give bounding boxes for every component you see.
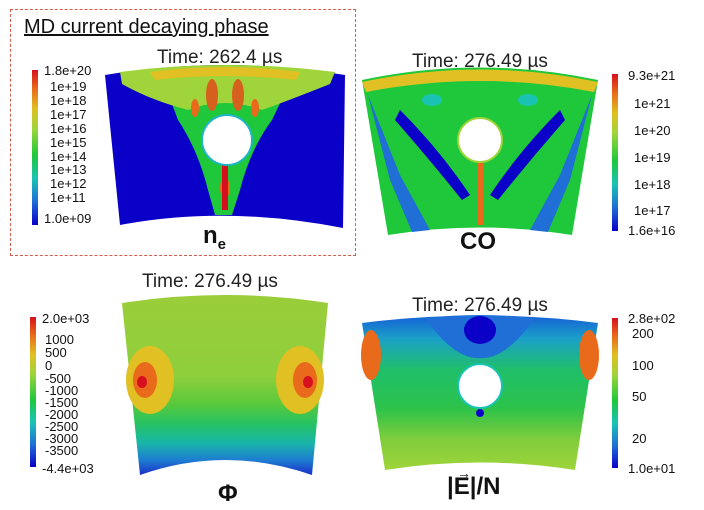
co-contour-plot (362, 67, 598, 235)
phi-tick-2: 1000 (45, 332, 74, 347)
e-time-label: Time: 276.49 µs (412, 295, 548, 316)
e-tick-2: 200 (632, 326, 654, 341)
highlight-frame (10, 9, 356, 256)
e-variable-label: → |E|/N (447, 465, 501, 501)
phi-tick-11: -3500 (45, 443, 79, 458)
ne-tick-10: 1e+11 (50, 190, 86, 205)
co-colorbar (612, 74, 618, 231)
phi-tick-1: 2.0e+03 (42, 311, 90, 326)
ne-tick-4: 1e+17 (50, 107, 87, 122)
phi-tick-5: -500 (45, 371, 72, 386)
co-tick-4: 1e+19 (634, 150, 671, 165)
phi-tick-6: -1000 (45, 383, 79, 398)
phi-contour-plot (122, 295, 328, 475)
ne-tick-1: 1.8e+20 (44, 63, 92, 78)
co-tick-5: 1e+18 (634, 177, 671, 192)
co-tick-6: 1e+17 (634, 203, 671, 218)
co-tick-7: 1.6e+16 (628, 223, 676, 238)
phi-tick-4: 0 (45, 358, 53, 373)
ne-tick-11: 1.0e+09 (44, 211, 92, 226)
ne-tick-9: 1e+12 (50, 176, 87, 191)
ne-contour-plot (105, 65, 345, 228)
vector-arrow-icon: → (457, 465, 471, 481)
e-tick-1: 2.8e+02 (628, 311, 676, 326)
co-variable-label: CO (460, 228, 496, 255)
phi-tick-8: -2000 (45, 407, 79, 422)
co-time-label: Time: 276.49 µs (412, 51, 548, 72)
e-tick-6: 1.0e+01 (628, 461, 676, 476)
phi-tick-12: -4.4e+03 (42, 461, 94, 476)
ne-tick-7: 1e+14 (50, 149, 87, 164)
ne-tick-8: 1e+13 (50, 162, 87, 177)
co-tick-1: 9.3e+21 (628, 68, 676, 83)
phi-colorbar (30, 317, 36, 467)
phi-tick-3: 500 (45, 345, 67, 360)
ne-tick-5: 1e+16 (50, 121, 87, 136)
ne-time-label: Time: 262.4 µs (157, 47, 283, 68)
ne-tick-3: 1e+18 (50, 93, 87, 108)
e-tick-5: 20 (632, 431, 647, 446)
phi-time-label: Time: 276.49 µs (142, 271, 278, 292)
phi-variable-label: Φ (218, 480, 238, 507)
phi-tick-9: -2500 (45, 419, 79, 434)
ne-tick-2: 1e+19 (50, 79, 87, 94)
phi-tick-10: -3000 (45, 431, 79, 446)
phase-title: MD current decaying phase (24, 16, 269, 38)
e-tick-4: 50 (632, 389, 647, 404)
ne-tick-6: 1e+15 (50, 135, 87, 150)
co-tick-3: 1e+20 (634, 123, 671, 138)
e-colorbar (612, 318, 618, 468)
e-tick-3: 100 (632, 358, 654, 373)
ne-label-main: n (203, 222, 218, 249)
co-tick-2: 1e+21 (634, 96, 671, 111)
e-contour-plot (361, 315, 599, 470)
ne-variable-label: ne (203, 222, 226, 253)
e-label-text: |E|/N (447, 473, 501, 500)
ne-label-subscript: e (217, 235, 227, 253)
ne-colorbar (32, 70, 38, 225)
phi-tick-7: -1500 (45, 395, 79, 410)
